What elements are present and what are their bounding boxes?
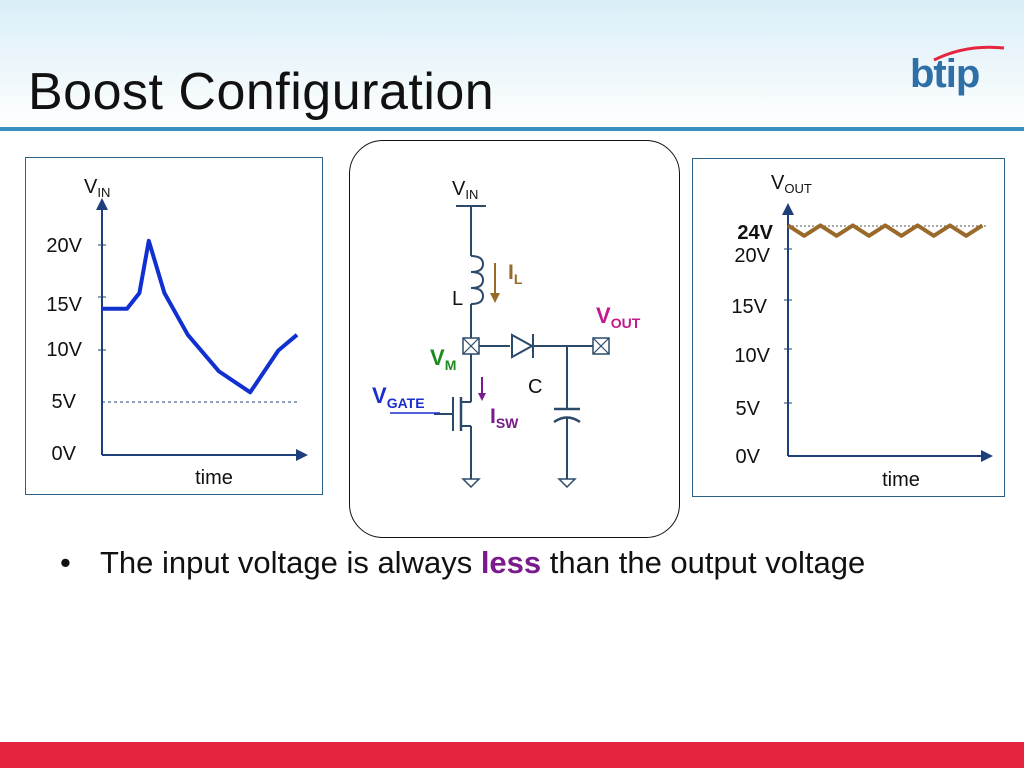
vout-tick-label-15: 15V (731, 296, 767, 318)
isw-label: ISW (490, 405, 519, 431)
il-arrow-head-icon (490, 293, 500, 303)
vout-tick-label-5: 5V (736, 398, 761, 420)
vin-chart-panel: VIN 20V 15V 10V 5V 0V time (25, 157, 323, 495)
vout-axis-label: VOUT (771, 172, 812, 196)
vin-y-axis-arrow-icon (96, 198, 108, 210)
vm-label: VM (430, 345, 456, 373)
bullet-marker: • (60, 545, 71, 580)
vout-chart: VOUT 24V 20V 15V 10V 5V 0V time (731, 172, 993, 491)
isw-arrow-head-icon (478, 393, 486, 401)
vout-chart-panel: VOUT 24V 20V 15V 10V 5V 0V time (692, 158, 1005, 497)
ground-icon-cap (557, 478, 577, 489)
logo-text: btip (910, 52, 980, 96)
boost-circuit-diagram: VIN IL L VM VOUT C VGATE (372, 178, 641, 489)
vout-tick-label-20: 20V (734, 245, 770, 267)
ground-icon-fet (461, 478, 481, 489)
boost-circuit-panel: VIN IL L VM VOUT C VGATE (349, 140, 680, 538)
vin-tick-label-0: 0V (52, 443, 77, 465)
vout-y-axis-arrow-icon (782, 203, 794, 215)
inductor-label: L (452, 288, 463, 310)
vout-x-label: time (882, 469, 920, 491)
vin-tick-label-15: 15V (46, 294, 82, 316)
diode-icon (511, 333, 535, 359)
title-rule (0, 127, 1024, 131)
slide-title: Boost Configuration (28, 63, 495, 121)
bullet-text: The input voltage is always less than th… (100, 540, 920, 586)
logo-swoosh-icon (933, 45, 1005, 62)
inductor-icon (470, 255, 485, 305)
capacitor-label: C (528, 376, 542, 398)
circuit-vin-label: VIN (452, 178, 478, 202)
vin-tick-label-10: 10V (46, 339, 82, 361)
vin-axis-label: VIN (84, 176, 110, 200)
vin-tick-label-5: 5V (52, 391, 77, 413)
vout-series-line (786, 223, 984, 238)
vin-tick-label-20: 20V (46, 235, 82, 257)
bullet-emphasis: less (480, 545, 542, 580)
vin-x-label: time (195, 467, 233, 489)
node-vm-cross-b (462, 337, 480, 355)
vgate-label: VGATE (372, 383, 425, 411)
vin-chart: VIN 20V 15V 10V 5V 0V time (46, 176, 308, 489)
vout-x-axis-arrow-icon (981, 450, 993, 462)
btip-logo: btip (906, 44, 1006, 104)
node-vout-cross-b (592, 337, 610, 355)
vout-tick-label-10: 10V (734, 345, 770, 367)
vout-label: VOUT (596, 303, 641, 331)
capacitor-icon (553, 416, 581, 424)
header-band (0, 0, 1024, 130)
bullet-text-before: The input voltage is always (100, 545, 481, 580)
footer-bar (0, 742, 1024, 768)
vout-tick-label-0: 0V (736, 446, 761, 468)
vout-tick-label-24: 24V (737, 222, 773, 244)
vin-series-line (102, 238, 299, 395)
il-label: IL (508, 261, 523, 287)
vin-x-axis-arrow-icon (296, 449, 308, 461)
bullet-text-after: than the output voltage (541, 545, 866, 580)
